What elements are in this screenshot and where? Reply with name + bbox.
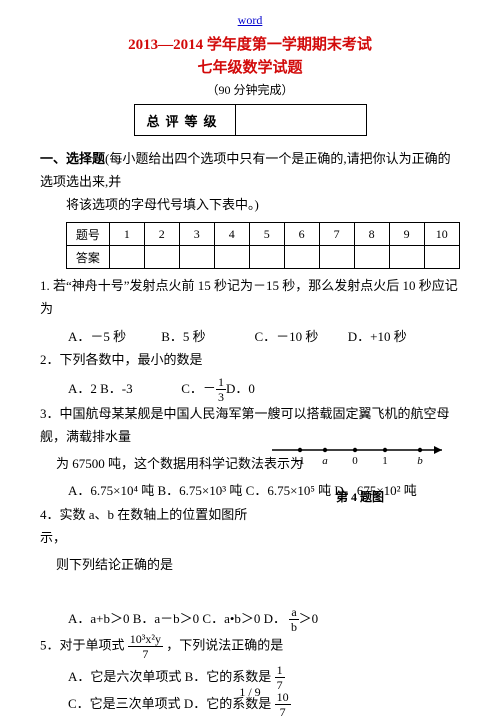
- frac-den: 7: [128, 647, 163, 660]
- ans-col: 5: [249, 223, 284, 246]
- ans-cell: [214, 246, 249, 269]
- exam-duration: （90 分钟完成）: [40, 81, 460, 98]
- nl-label: 0: [352, 455, 358, 466]
- ans-col: 1: [109, 223, 144, 246]
- nl-label: 1: [382, 455, 388, 466]
- q1-opt-d: D．+10 秒: [348, 325, 407, 350]
- q1-opt-a: A．－5 秒: [68, 325, 158, 350]
- exam-title-1: 2013—2014 学年度第一学期期末考试: [40, 34, 460, 57]
- nl-label: -1: [295, 455, 304, 466]
- ans-cell: [284, 246, 319, 269]
- answer-table: 题号 1 2 3 4 5 6 7 8 9 10 答案: [66, 222, 460, 269]
- q2-optc-post: D．0: [226, 377, 255, 402]
- q1-options: A．－5 秒 B．5 秒 C．－10 秒 D．+10 秒: [40, 325, 460, 350]
- ans-col: 3: [179, 223, 214, 246]
- answer-table-answer-row: 答案: [67, 246, 460, 269]
- grade-label-cell: 总评等级: [134, 105, 235, 136]
- number-line-figure: -1 a 0 1 b 第 4 题图: [270, 438, 450, 505]
- frac-num: a: [289, 606, 298, 620]
- q2-optc-pre: C．: [181, 377, 203, 402]
- q2-options: A．2 B．-3 C．－13 D．0: [40, 376, 460, 403]
- q1-opt-b: B．5 秒: [161, 325, 251, 350]
- q2-opt-c: C．－13 D．0: [181, 376, 255, 403]
- grade-blank-cell: [235, 105, 366, 136]
- question-4-line1: 4．实数 a、b 在数轴上的位置如图所示，: [40, 504, 270, 550]
- fraction: ab: [289, 606, 298, 633]
- q4-options: A．a+b＞0 B．a－b＞0 C．a•b＞0 D． ab＞0: [40, 606, 460, 633]
- ans-cell: [424, 246, 459, 269]
- figure-4-label: 第 4 题图: [270, 488, 450, 505]
- ans-cell: [354, 246, 389, 269]
- header-link-wrap: word: [40, 12, 460, 28]
- word-link[interactable]: word: [238, 13, 263, 27]
- ans-row2-label: 答案: [67, 246, 110, 269]
- frac-den: b: [289, 620, 298, 633]
- ans-cell: [319, 246, 354, 269]
- fraction: 10³x²y7: [128, 633, 163, 660]
- frac-den: 3: [216, 390, 226, 403]
- fraction: 13: [216, 376, 226, 403]
- ans-col: 7: [319, 223, 354, 246]
- ans-col: 10: [424, 223, 459, 246]
- section-1-label: 一、选择题: [40, 151, 105, 166]
- q4-opts-abc: A．a+b＞0 B．a－b＞0 C．a•b＞0 D．: [68, 607, 286, 632]
- page-number: 1 / 9: [0, 685, 500, 700]
- grade-table: 总评等级: [134, 104, 367, 136]
- question-5: 5．对于单项式 10³x²y7 ，下列说法正确的是: [40, 633, 460, 660]
- question-4-line2: 则下列结论正确的是: [40, 554, 460, 577]
- q2-opt-ab: A．2 B．-3: [68, 377, 178, 402]
- frac-num: 10³x²y: [128, 633, 163, 647]
- ans-col: 2: [144, 223, 179, 246]
- exam-page: word 2013—2014 学年度第一学期期末考试 七年级数学试题 （90 分…: [0, 0, 500, 706]
- ans-col: 9: [389, 223, 424, 246]
- question-2: 2．下列各数中，最小的数是: [40, 349, 460, 372]
- q5-post: ，下列说法正确的是: [166, 638, 283, 653]
- question-1: 1. 若“神舟十号”发射点火前 15 秒记为－15 秒，那么发射点火后 10 秒…: [40, 275, 460, 321]
- ans-col: 6: [284, 223, 319, 246]
- ans-col: 8: [354, 223, 389, 246]
- ans-row1-label: 题号: [67, 223, 110, 246]
- section-1-instr-2: 将该选项的字母代号填入下表中。): [40, 197, 259, 212]
- exam-title-2: 七年级数学试题: [40, 57, 460, 80]
- ans-cell: [109, 246, 144, 269]
- nl-label: a: [322, 455, 328, 466]
- ans-cell: [389, 246, 424, 269]
- q4-optd-post: ＞0: [299, 607, 319, 632]
- frac-den: 7: [275, 705, 291, 718]
- ans-cell: [144, 246, 179, 269]
- frac-num: 1: [275, 664, 285, 678]
- nl-label: b: [417, 455, 423, 466]
- ans-cell: [249, 246, 284, 269]
- frac-num: 1: [216, 376, 226, 390]
- ans-col: 4: [214, 223, 249, 246]
- answer-table-header-row: 题号 1 2 3 4 5 6 7 8 9 10: [67, 223, 460, 246]
- section-1-heading: 一、选择题(每小题给出四个选项中只有一个是正确的,请把你认为正确的选项选出来,并…: [40, 148, 460, 216]
- number-line-svg: -1 a 0 1 b: [270, 438, 450, 466]
- q1-opt-c: C．－10 秒: [255, 325, 345, 350]
- q5-pre: 5．对于单项式: [40, 638, 128, 653]
- ans-cell: [179, 246, 214, 269]
